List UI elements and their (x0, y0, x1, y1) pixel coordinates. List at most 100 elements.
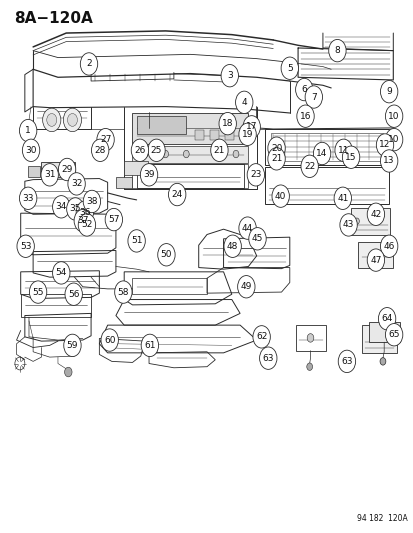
Circle shape (65, 283, 82, 305)
Circle shape (223, 235, 241, 257)
Bar (264, 167, 388, 204)
Circle shape (259, 347, 276, 369)
Text: 63: 63 (340, 357, 352, 366)
Text: 58: 58 (117, 288, 129, 296)
Circle shape (52, 196, 70, 218)
Text: 47: 47 (369, 256, 381, 264)
Circle shape (238, 217, 256, 239)
Text: 6: 6 (301, 85, 306, 94)
Bar (41, 162, 74, 177)
Bar (295, 325, 325, 351)
Text: 3: 3 (226, 71, 232, 80)
Circle shape (380, 80, 397, 103)
Circle shape (295, 78, 312, 101)
Circle shape (380, 150, 397, 172)
Bar (132, 278, 206, 294)
Circle shape (252, 326, 270, 348)
Circle shape (74, 209, 91, 232)
Text: 53: 53 (20, 242, 31, 251)
Bar (361, 325, 396, 353)
Circle shape (128, 230, 145, 252)
Circle shape (248, 228, 266, 250)
Bar (136, 164, 244, 188)
Circle shape (280, 57, 298, 79)
Text: 10: 10 (387, 112, 399, 120)
Circle shape (337, 350, 355, 373)
Circle shape (131, 139, 148, 161)
Circle shape (76, 201, 93, 223)
Text: 50: 50 (160, 251, 172, 259)
Circle shape (334, 139, 351, 161)
Circle shape (235, 91, 252, 114)
Text: 7: 7 (310, 93, 316, 101)
Text: 10: 10 (387, 135, 399, 144)
Circle shape (300, 155, 318, 177)
Circle shape (29, 281, 47, 303)
Circle shape (63, 108, 81, 132)
Circle shape (68, 173, 85, 195)
Circle shape (66, 198, 84, 220)
Bar (240, 130, 249, 140)
Circle shape (43, 108, 61, 132)
Text: 13: 13 (382, 157, 394, 165)
Circle shape (212, 150, 218, 158)
Text: 55: 55 (32, 288, 44, 296)
Text: 65: 65 (387, 330, 399, 339)
Bar (194, 130, 203, 140)
Text: 43: 43 (342, 221, 354, 229)
Text: 11: 11 (337, 146, 349, 155)
Text: 2: 2 (86, 60, 92, 68)
Circle shape (19, 187, 37, 209)
Text: 24: 24 (171, 190, 183, 199)
Bar (136, 116, 186, 134)
Text: 57: 57 (108, 215, 119, 224)
Bar (357, 242, 392, 268)
Circle shape (142, 150, 147, 158)
Text: 56: 56 (68, 290, 79, 298)
Text: 29: 29 (61, 165, 73, 174)
Circle shape (385, 128, 402, 151)
Bar (116, 177, 132, 188)
Circle shape (210, 139, 228, 161)
Circle shape (41, 164, 58, 186)
Text: 27: 27 (100, 135, 111, 144)
Bar (264, 129, 388, 165)
Text: 59: 59 (66, 341, 78, 350)
Circle shape (47, 114, 57, 126)
Text: 34: 34 (55, 203, 67, 211)
Circle shape (267, 137, 285, 159)
Circle shape (242, 116, 260, 138)
Text: 64: 64 (380, 314, 392, 323)
Text: 40: 40 (274, 192, 286, 200)
Text: 51: 51 (131, 237, 142, 245)
Text: 25: 25 (150, 146, 162, 155)
Text: 94 182  120A: 94 182 120A (356, 514, 407, 523)
Text: 49: 49 (240, 282, 252, 291)
Circle shape (385, 324, 402, 346)
Text: 32: 32 (71, 180, 82, 188)
Circle shape (306, 363, 312, 370)
Circle shape (67, 114, 77, 126)
Circle shape (114, 281, 132, 303)
Bar (209, 130, 218, 140)
Circle shape (80, 53, 97, 75)
Text: 30: 30 (25, 146, 37, 155)
Circle shape (267, 148, 285, 170)
Circle shape (52, 262, 70, 284)
Text: 21: 21 (213, 146, 225, 155)
Text: 62: 62 (255, 333, 267, 341)
Text: 16: 16 (299, 112, 311, 120)
Circle shape (97, 128, 114, 151)
Circle shape (385, 105, 402, 127)
Bar (124, 161, 148, 175)
Text: 4: 4 (241, 98, 247, 107)
Text: 9: 9 (385, 87, 391, 96)
Circle shape (183, 150, 189, 158)
Circle shape (147, 139, 165, 161)
Circle shape (379, 358, 385, 365)
Text: 20: 20 (270, 144, 282, 152)
Text: 22: 22 (303, 162, 315, 171)
Text: 18: 18 (221, 119, 233, 128)
Circle shape (354, 218, 358, 224)
Bar (132, 164, 248, 188)
